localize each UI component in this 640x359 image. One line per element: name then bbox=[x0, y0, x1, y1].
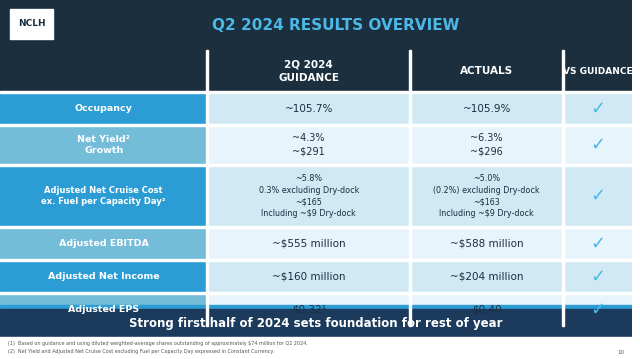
Text: Occupancy: Occupancy bbox=[75, 104, 132, 113]
Text: ~$160 million: ~$160 million bbox=[272, 271, 346, 281]
Bar bbox=[0, 260, 207, 293]
Bar bbox=[207, 50, 209, 92]
Text: 10: 10 bbox=[618, 350, 625, 354]
Bar bbox=[409, 227, 411, 260]
Bar bbox=[409, 165, 411, 227]
Bar bbox=[563, 125, 632, 165]
Bar bbox=[10, 9, 53, 39]
Text: ~5.0%
(0.2%) excluding Dry-dock
~$163
Including ~$9 Dry-dock: ~5.0% (0.2%) excluding Dry-dock ~$163 In… bbox=[433, 174, 540, 218]
Bar bbox=[562, 227, 564, 260]
Bar bbox=[410, 293, 563, 326]
Text: VS GUIDANCE: VS GUIDANCE bbox=[563, 66, 632, 75]
Bar bbox=[410, 165, 563, 227]
Bar bbox=[0, 124, 632, 126]
Text: ✓: ✓ bbox=[590, 267, 605, 285]
Bar bbox=[409, 92, 411, 125]
Bar bbox=[207, 165, 209, 227]
Bar bbox=[409, 260, 411, 293]
Text: ✓: ✓ bbox=[590, 234, 605, 252]
Bar bbox=[562, 293, 564, 326]
Text: ✓: ✓ bbox=[590, 300, 605, 318]
Text: 2Q 2024
GUIDANCE: 2Q 2024 GUIDANCE bbox=[278, 59, 339, 83]
Bar bbox=[0, 337, 632, 359]
Text: (1)  Based on guidance and using diluted weighted-average shares outstanding of : (1) Based on guidance and using diluted … bbox=[8, 341, 308, 346]
Text: ✓: ✓ bbox=[590, 187, 605, 205]
Bar bbox=[207, 92, 209, 125]
Bar bbox=[0, 50, 632, 92]
Bar bbox=[0, 164, 632, 166]
Text: ~105.9%: ~105.9% bbox=[462, 103, 511, 113]
Text: Adjusted Net Cruise Cost
ex. Fuel per Capacity Day²: Adjusted Net Cruise Cost ex. Fuel per Ca… bbox=[42, 186, 166, 206]
Bar bbox=[207, 227, 410, 260]
Bar bbox=[0, 91, 632, 93]
Bar bbox=[207, 260, 410, 293]
Bar bbox=[410, 125, 563, 165]
Bar bbox=[207, 293, 410, 326]
Bar bbox=[0, 0, 632, 50]
Bar bbox=[0, 165, 207, 227]
Bar bbox=[0, 293, 207, 326]
Bar bbox=[207, 260, 209, 293]
Bar bbox=[207, 293, 209, 326]
Text: ~4.3%
~$291: ~4.3% ~$291 bbox=[292, 134, 325, 157]
Bar bbox=[0, 227, 207, 260]
Bar bbox=[410, 227, 563, 260]
Bar bbox=[562, 50, 564, 92]
Bar bbox=[207, 165, 410, 227]
Bar bbox=[0, 226, 632, 228]
Bar bbox=[0, 259, 632, 261]
Bar bbox=[563, 227, 632, 260]
Bar bbox=[207, 92, 410, 125]
Bar bbox=[207, 125, 410, 165]
Bar bbox=[562, 165, 564, 227]
Text: ~$588 million: ~$588 million bbox=[450, 238, 524, 248]
Bar bbox=[563, 92, 632, 125]
Text: $0.40: $0.40 bbox=[472, 304, 501, 314]
Text: Adjusted EBITDA: Adjusted EBITDA bbox=[59, 239, 148, 248]
Bar bbox=[207, 125, 209, 165]
Bar bbox=[410, 260, 563, 293]
Bar bbox=[207, 227, 209, 260]
Bar bbox=[562, 125, 564, 165]
Text: ~5.8%
0.3% excluding Dry-dock
~$165
Including ~$9 Dry-dock: ~5.8% 0.3% excluding Dry-dock ~$165 Incl… bbox=[259, 174, 359, 218]
Text: Adjusted Net Income: Adjusted Net Income bbox=[48, 272, 159, 281]
Text: $0.32¹: $0.32¹ bbox=[292, 304, 326, 314]
Text: NCLH: NCLH bbox=[18, 19, 45, 28]
Text: Adjusted EPS: Adjusted EPS bbox=[68, 305, 140, 314]
Text: ~$204 million: ~$204 million bbox=[450, 271, 524, 281]
Bar bbox=[562, 92, 564, 125]
Text: ✓: ✓ bbox=[590, 136, 605, 154]
Text: Q2 2024 RESULTS OVERVIEW: Q2 2024 RESULTS OVERVIEW bbox=[212, 18, 460, 33]
Bar bbox=[409, 293, 411, 326]
Text: Strong first half of 2024 sets foundation for rest of year: Strong first half of 2024 sets foundatio… bbox=[129, 317, 503, 330]
Text: ACTUALS: ACTUALS bbox=[460, 66, 513, 76]
Text: Net Yield²
Growth: Net Yield² Growth bbox=[77, 135, 130, 155]
Text: ~6.3%
~$296: ~6.3% ~$296 bbox=[470, 134, 503, 157]
Text: ✓: ✓ bbox=[590, 99, 605, 117]
Bar bbox=[562, 260, 564, 293]
Bar bbox=[0, 292, 632, 294]
Bar bbox=[409, 125, 411, 165]
Bar bbox=[563, 260, 632, 293]
Bar bbox=[563, 293, 632, 326]
Bar bbox=[0, 125, 207, 165]
Bar bbox=[0, 92, 207, 125]
Text: (2)  Net Yield and Adjusted Net Cruise Cost excluding Fuel per Capacity Day expr: (2) Net Yield and Adjusted Net Cruise Co… bbox=[8, 350, 274, 354]
Text: ~$555 million: ~$555 million bbox=[272, 238, 346, 248]
Text: ~105.7%: ~105.7% bbox=[285, 103, 333, 113]
Bar bbox=[410, 92, 563, 125]
Bar bbox=[409, 50, 411, 92]
Bar bbox=[563, 165, 632, 227]
Bar bbox=[0, 309, 632, 337]
Bar bbox=[0, 305, 632, 309]
